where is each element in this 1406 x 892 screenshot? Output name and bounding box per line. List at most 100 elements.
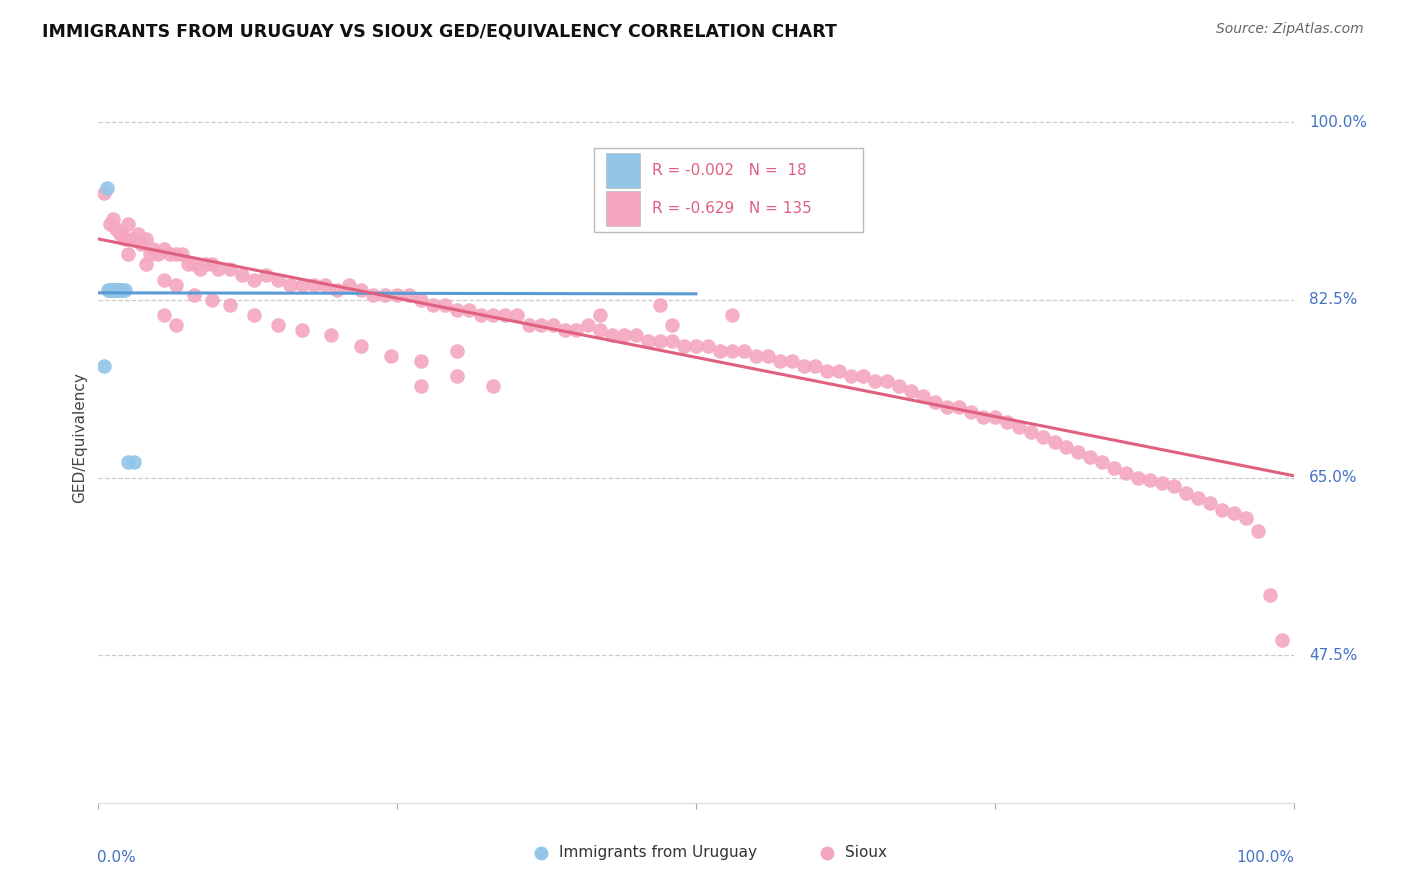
Point [101, 283, 124, 297]
Point [984, 409, 1007, 424]
Text: 0.0%: 0.0% [97, 850, 136, 865]
Point [103, 283, 125, 297]
Point [565, 323, 588, 337]
Point [374, 288, 396, 302]
Point [780, 354, 803, 368]
Point [530, 318, 553, 333]
Point [254, 268, 277, 282]
Point [231, 268, 253, 282]
Point [1128, 471, 1150, 485]
Point [648, 298, 672, 312]
Point [177, 257, 200, 271]
Point [661, 334, 683, 348]
Text: 100.0%: 100.0% [1237, 850, 1295, 865]
Point [637, 334, 659, 348]
Point [153, 242, 176, 256]
Point [411, 379, 433, 393]
Point [1175, 486, 1198, 500]
Point [889, 379, 911, 393]
Point [804, 359, 827, 373]
Point [291, 277, 314, 292]
Point [924, 394, 946, 409]
Point [108, 283, 131, 297]
Point [494, 308, 516, 322]
Point [153, 308, 176, 322]
Point [733, 343, 755, 358]
Point [219, 298, 242, 312]
Point [104, 283, 127, 297]
Point [321, 328, 343, 343]
Point [697, 338, 720, 352]
Point [815, 364, 838, 378]
Point [841, 369, 863, 384]
Point [995, 415, 1018, 429]
Point [481, 308, 505, 322]
Point [1067, 445, 1090, 459]
Text: Sioux: Sioux [845, 845, 887, 860]
Point [385, 288, 409, 302]
Point [721, 343, 744, 358]
Point [828, 364, 851, 378]
Point [578, 318, 600, 333]
Point [100, 283, 122, 297]
Point [117, 247, 139, 261]
Point [93, 359, 115, 373]
Point [124, 455, 146, 469]
Text: 65.0%: 65.0% [1309, 470, 1358, 485]
Point [865, 374, 887, 388]
Point [793, 359, 815, 373]
Point [380, 349, 402, 363]
Point [422, 298, 444, 312]
Point [446, 343, 468, 358]
Point [876, 374, 898, 388]
Point [589, 308, 612, 322]
Point [135, 257, 157, 271]
Point [458, 303, 481, 318]
Point [446, 303, 468, 318]
Text: IMMIGRANTS FROM URUGUAY VS SIOUX GED/EQUIVALENCY CORRELATION CHART: IMMIGRANTS FROM URUGUAY VS SIOUX GED/EQU… [42, 22, 837, 40]
Point [98, 283, 121, 297]
Point [96, 181, 118, 195]
Point [1211, 503, 1233, 517]
Point [1104, 460, 1126, 475]
Point [326, 283, 349, 297]
Text: 100.0%: 100.0% [1309, 115, 1367, 129]
Point [434, 298, 457, 312]
Point [142, 242, 165, 256]
Point [267, 318, 290, 333]
Point [135, 232, 157, 246]
Point [195, 257, 218, 271]
Point [219, 262, 242, 277]
Point [1008, 420, 1031, 434]
Point [554, 323, 576, 337]
Point [243, 272, 266, 286]
Point [165, 277, 187, 292]
Point [1043, 435, 1066, 450]
Point [626, 328, 648, 343]
Text: R = -0.002   N =  18: R = -0.002 N = 18 [652, 162, 807, 178]
Point [685, 338, 707, 352]
Point [1080, 450, 1102, 465]
Point [201, 293, 224, 307]
Point [470, 308, 492, 322]
Point [267, 272, 290, 286]
Point [673, 338, 696, 352]
Point [1032, 430, 1054, 444]
Text: 82.5%: 82.5% [1309, 293, 1357, 308]
Point [1152, 475, 1174, 490]
Point [201, 257, 224, 271]
Point [398, 288, 420, 302]
Point [291, 323, 314, 337]
Text: 47.5%: 47.5% [1309, 648, 1357, 663]
Point [960, 405, 983, 419]
Point [165, 318, 187, 333]
Y-axis label: GED/Equivalency: GED/Equivalency [72, 372, 87, 502]
Point [105, 283, 128, 297]
Point [101, 211, 124, 226]
Point [93, 186, 115, 201]
Point [183, 288, 205, 302]
Point [1163, 479, 1185, 493]
Point [506, 308, 529, 322]
Point [207, 262, 229, 277]
Point [97, 283, 120, 297]
